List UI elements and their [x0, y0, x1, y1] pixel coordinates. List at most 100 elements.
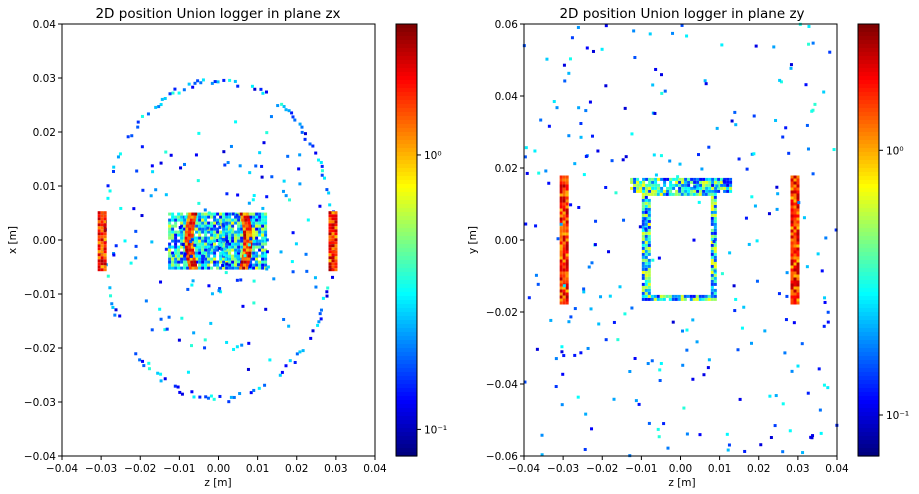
chart-zx-colorbar-step	[396, 428, 417, 433]
chart-zy-bin	[645, 189, 649, 193]
chart-zy-colorbar-step	[858, 256, 879, 261]
chart-zx-bin	[258, 254, 262, 258]
chart-zy-bin	[641, 270, 645, 274]
chart-zx-bin	[228, 248, 232, 252]
chart-zy-bin	[796, 175, 800, 179]
chart-zy-bin	[726, 177, 730, 181]
chart-zx-bin	[209, 394, 213, 398]
chart-zx-bin	[195, 239, 199, 243]
chart-zx-bin	[228, 245, 232, 249]
chart-zx-bin	[103, 268, 107, 272]
chart-zy-bin	[768, 394, 772, 398]
chart-zx-bin	[183, 248, 187, 252]
chart-zx-bin	[234, 233, 238, 237]
chart-zx-bin	[100, 223, 104, 227]
chart-zx-bin	[265, 195, 269, 199]
chart-zy-bin	[790, 241, 794, 245]
chart-zx-bin	[195, 221, 199, 225]
chart-zy-bin	[802, 216, 806, 220]
chart-zy-bin	[668, 294, 672, 298]
chart-zx-bin	[258, 218, 262, 222]
chart-zx-bin	[180, 392, 184, 396]
chart-zx-bin	[240, 239, 244, 243]
chart-zx-bin	[207, 254, 211, 258]
chart-zy-bin	[644, 297, 648, 301]
chart-zy-bin	[565, 256, 569, 260]
chart-zx-bin	[202, 251, 206, 255]
chart-zy-bin	[793, 271, 797, 275]
chart-zx-bin	[194, 212, 198, 216]
chart-zx-bin	[204, 215, 208, 219]
chart-zx-bin	[195, 215, 199, 219]
chart-zx-bin	[183, 239, 187, 243]
chart-zx-bin	[251, 198, 255, 202]
chart-zy-bin	[648, 183, 652, 187]
chart-zy-bin	[790, 265, 794, 269]
chart-zy-bin	[805, 123, 809, 127]
chart-zy-bin	[559, 175, 563, 179]
chart-zx-bin	[252, 233, 256, 237]
chart-zx-bin	[258, 266, 262, 270]
chart-zy-bin	[702, 180, 706, 184]
chart-zy-bin	[793, 256, 797, 260]
chart-zy-bin	[562, 205, 566, 209]
chart-zx-bin	[255, 236, 259, 240]
chart-zy-bin	[559, 202, 563, 206]
chart-zy-bin	[565, 241, 569, 245]
chart-zy-bin	[565, 295, 569, 299]
chart-zy-bin	[562, 232, 566, 236]
chart-zy-colorbar-step	[858, 160, 879, 165]
chart-zx-bin	[198, 257, 202, 261]
chart-zx-bin	[331, 226, 335, 230]
chart-zx-bin	[217, 222, 221, 226]
chart-zy-colorbar-step	[858, 292, 879, 297]
chart-zy-bin	[687, 186, 691, 190]
chart-zy-bin	[582, 173, 586, 177]
chart-zy-bin	[562, 187, 566, 191]
chart-zy-bin	[604, 338, 608, 342]
chart-zx-colorbar-step	[396, 72, 417, 77]
chart-zy-bin	[711, 186, 715, 190]
chart-zx-colorbar-step	[396, 252, 417, 257]
chart-zx-bin	[97, 259, 101, 263]
chart-zx-bin	[103, 211, 107, 215]
chart-zx-bin	[239, 212, 243, 216]
chart-zx-colorbar-step	[396, 348, 417, 353]
chart-zx-colorbar-step	[396, 228, 417, 233]
chart-zx-ytick-label: 0.02	[33, 127, 56, 139]
chart-zy-bin	[624, 155, 628, 159]
chart-zx-axes: −0.04 −0.03 −0.02 −0.01 0.00 0.01 0.02 0.03 0.04…	[24, 19, 387, 475]
chart-zy-bin	[698, 192, 702, 196]
chart-zy-bin	[565, 262, 569, 266]
chart-zx-bin	[265, 250, 269, 254]
chart-zy-bin	[559, 187, 563, 191]
chart-zy-bin	[707, 297, 711, 301]
chart-zx-bin	[258, 242, 262, 246]
chart-zx-bin	[171, 266, 175, 270]
chart-zx-bin	[189, 240, 193, 244]
chart-zx-bin	[246, 242, 250, 246]
chart-zx-bin	[198, 233, 202, 237]
chart-zx-bin	[168, 236, 172, 240]
chart-zx-bin	[180, 251, 184, 255]
chart-zx-bin	[204, 233, 208, 237]
chart-zy-bin	[562, 175, 566, 179]
chart-zy-bin	[678, 183, 682, 187]
chart-zy-bin	[559, 205, 563, 209]
chart-zy-bin	[671, 31, 675, 35]
chart-zy-bin	[690, 177, 694, 181]
chart-zx-bin	[206, 396, 210, 400]
chart-zy-bin	[565, 199, 569, 203]
chart-zy-bin	[562, 250, 566, 254]
chart-zx-bin	[228, 254, 232, 258]
chart-zy-bin	[559, 295, 563, 299]
chart-zy-bin	[790, 178, 794, 182]
chart-zx-bin	[187, 82, 191, 86]
chart-zx-bin	[235, 278, 239, 282]
chart-zy-bin	[775, 207, 779, 211]
chart-zx-bin	[136, 125, 140, 129]
chart-zy-bin	[641, 219, 645, 223]
chart-zy-bin	[565, 190, 569, 194]
chart-zy-bin	[562, 184, 566, 188]
